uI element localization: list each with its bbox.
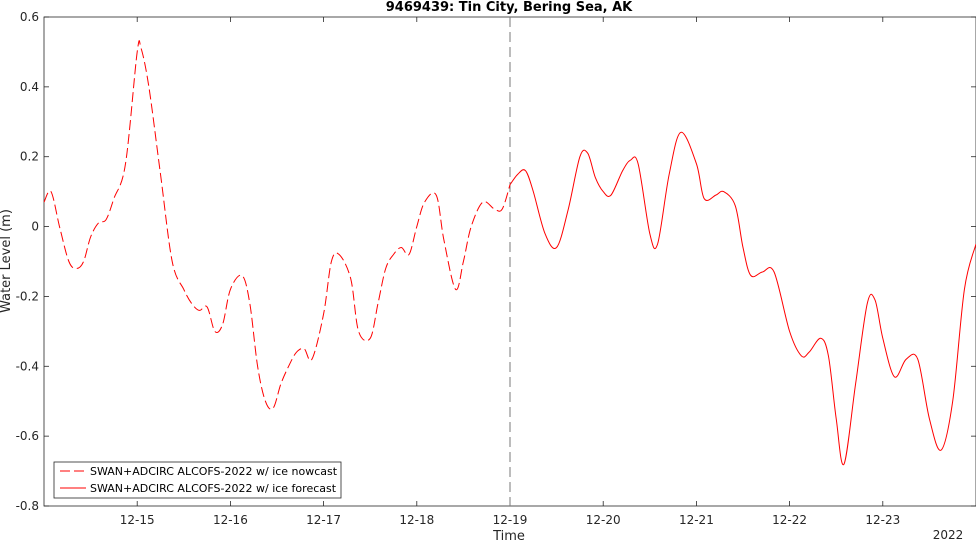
y-tick-label: -0.6: [16, 429, 39, 443]
y-tick-label: -0.4: [16, 359, 39, 373]
y-tick-label: -0.8: [16, 499, 39, 513]
x-tick-label: 12-20: [586, 513, 621, 527]
x-tick-label: 12-22: [772, 513, 807, 527]
legend-label-nowcast: SWAN+ADCIRC ALCOFS-2022 w/ ice nowcast: [90, 465, 338, 478]
x-tick-label: 12-19: [493, 513, 528, 527]
x-tick-label: 12-15: [120, 513, 155, 527]
y-tick-label: 0.6: [20, 10, 39, 24]
legend: SWAN+ADCIRC ALCOFS-2022 w/ ice nowcast S…: [53, 461, 342, 499]
forecast-series-line: [509, 131, 976, 466]
x-axis-label: Time: [492, 529, 525, 541]
x-tick-label: 12-21: [679, 513, 714, 527]
y-tick-label: 0: [31, 220, 39, 234]
x-tick-label: 12-16: [213, 513, 248, 527]
legend-label-forecast: SWAN+ADCIRC ALCOFS-2022 w/ ice forecast: [90, 482, 337, 495]
x-tick-label: 12-17: [306, 513, 341, 527]
x-tick-label: 12-18: [399, 513, 434, 527]
chart-title: 9469439: Tin City, Bering Sea, AK: [386, 0, 633, 15]
x-tick-label: 12-23: [865, 513, 900, 527]
y-axis-label: Water Level (m): [0, 209, 14, 313]
plot-area: -0.8 -0.6 -0.4 -0.2 0 0.2 0.4 0.6 12-15 12-16 12-1…: [16, 10, 976, 527]
legend-box: [53, 461, 342, 499]
year-label: 2022: [933, 528, 964, 541]
y-tick-label: 0.4: [20, 80, 39, 94]
y-tick-label: 0.2: [20, 150, 39, 164]
y-tick-label: -0.2: [16, 289, 39, 303]
